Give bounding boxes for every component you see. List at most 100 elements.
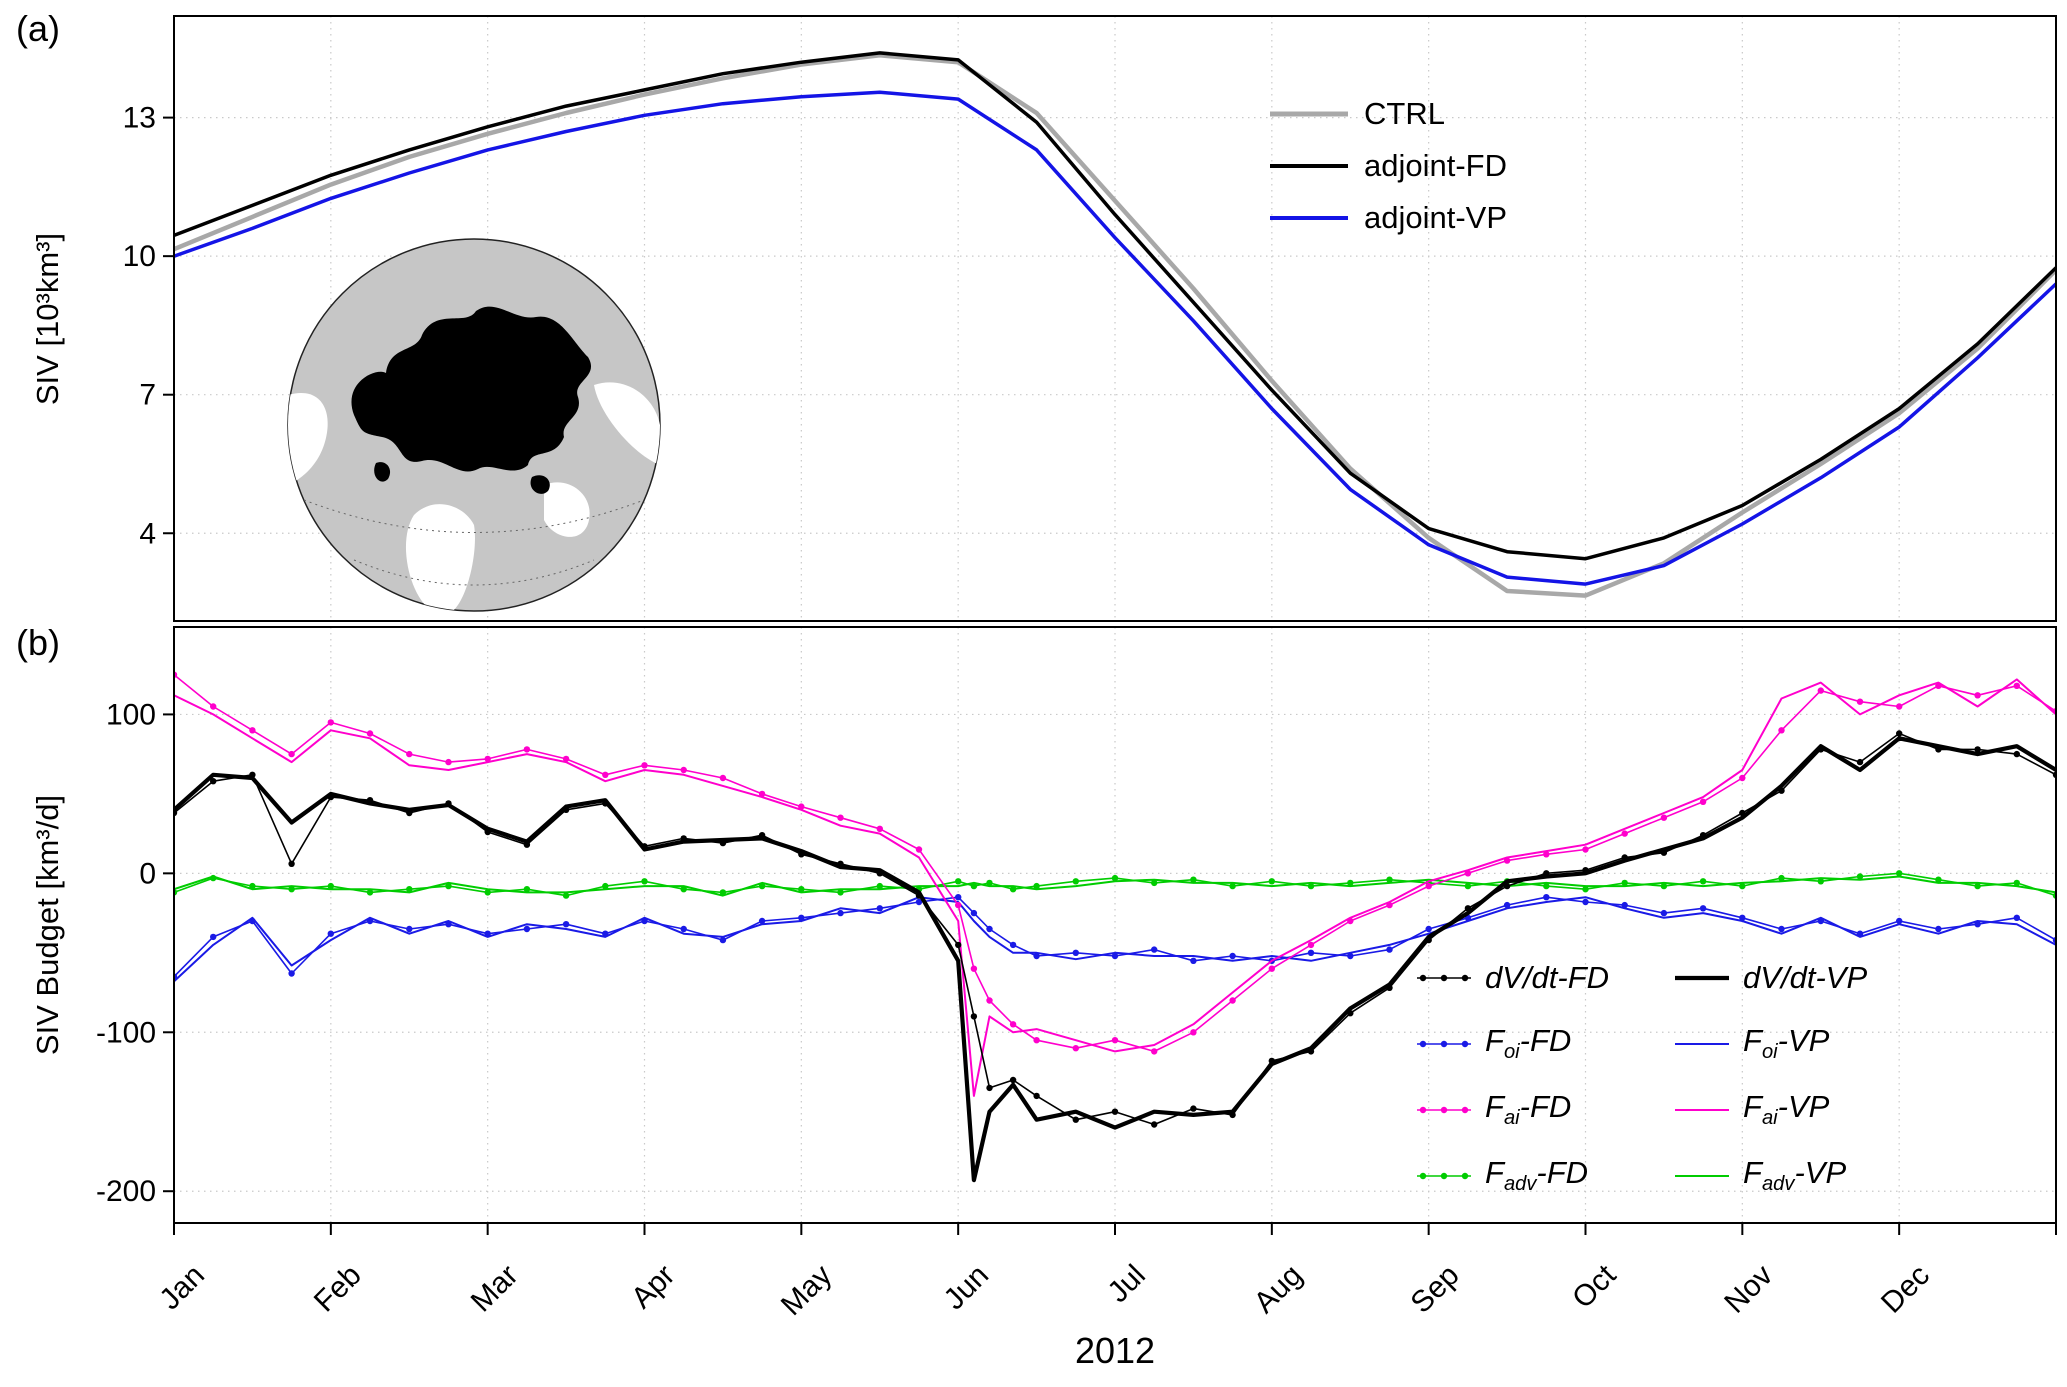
series-marker-f-ai-fd [1033, 1037, 1040, 1044]
series-marker-f-ai-fd [1151, 1048, 1158, 1055]
series-dv-dt-vp [174, 736, 2056, 1183]
x-tick-label: Oct [1566, 1258, 1623, 1315]
series-marker-f-oi-fd [1582, 898, 1589, 906]
map-sea-ice-patch [374, 462, 391, 482]
series-ctrl [174, 53, 2056, 598]
series-marker-f-oi-fd [1935, 925, 1942, 933]
series-marker-f-adv-fd [1817, 878, 1825, 885]
map-ocean-patch [544, 482, 590, 537]
series-marker-f-ai-fd [758, 790, 766, 798]
series-marker-dv-dt-fd [986, 1084, 993, 1092]
series-marker-f-adv-fd [1935, 876, 1942, 883]
y-tick-label: 0 [139, 857, 156, 890]
series-marker-f-oi-fd [523, 925, 531, 933]
series-marker-f-adv-fd [327, 882, 334, 890]
series-marker-f-adv-fd [484, 889, 491, 896]
series-marker-f-adv-fd [523, 886, 531, 893]
series-marker-f-ai-fd [2013, 682, 2021, 689]
series-marker-f-ai-fd [1009, 1021, 1017, 1028]
series-marker-dv-dt-fd [970, 1013, 978, 1020]
series-marker-f-oi-fd [758, 917, 766, 925]
series-marker-f-ai-fd [1307, 941, 1315, 949]
y-tick-label: 7 [139, 379, 156, 412]
series-marker-f-oi-fd [915, 898, 923, 906]
series-marker-f-ai-fd [484, 755, 491, 763]
series-marker-f-adv-fd [1190, 876, 1197, 883]
series-marker-f-oi-fd [210, 933, 217, 941]
legend-swatch-adjoint-fd [1270, 164, 1348, 168]
siv-legend: CTRL adjoint-FD adjoint-VP [1268, 88, 1507, 244]
x-tick-label: Jul [1101, 1259, 1151, 1309]
series-marker-f-oi-fd [1151, 946, 1158, 953]
series-marker-dv-dt-fd [1009, 1076, 1017, 1084]
series-marker-f-ai-fd [719, 774, 727, 782]
series-marker-f-adv-fd [1739, 882, 1746, 890]
series-marker-f-ai-fd [1190, 1029, 1197, 1036]
panel-a-ylabel: SIV [10³km³] [30, 232, 65, 406]
x-axis-title: 2012 [1074, 1330, 1156, 1371]
series-marker-f-oi-fd [986, 925, 993, 933]
legend-item-f-adv-fd: Fadv-FD [1415, 1143, 1609, 1209]
legend-swatch-f-adv-vp [1675, 1175, 1730, 1177]
map-ocean-patch [594, 382, 660, 465]
series-marker-f-adv-fd [1464, 882, 1472, 890]
legend-swatch-f-ai-vp [1675, 1109, 1730, 1111]
panel-a-frame [173, 15, 2057, 622]
map-sea-ice-extent [351, 306, 592, 472]
series-marker-f-oi-fd [1621, 901, 1628, 909]
series-marker-f-ai-fd [1543, 851, 1550, 858]
legend-label-ctrl: CTRL [1364, 96, 1445, 131]
series-marker-f-adv-fd [1268, 878, 1276, 885]
legend-label-dv-dt-vp: dV/dt-VP [1743, 960, 1868, 995]
series-marker-f-ai-fd [562, 755, 570, 763]
series-marker-f-adv-fd [2013, 879, 2021, 887]
series-marker-f-adv-fd [366, 889, 374, 896]
series-marker-f-ai-fd [1817, 687, 1825, 694]
legend-item-adjoint-vp: adjoint-VP [1268, 192, 1507, 244]
series-marker-f-ai-fd [1111, 1037, 1119, 1044]
budget-legend-column: dV/dt-VP Foi-VP Fai-VP Fadv-VP [1673, 945, 1867, 1209]
series-marker-f-adv-fd [1660, 882, 1668, 890]
map-sea-ice-patch [530, 475, 550, 494]
series-marker-f-ai-fd [1582, 846, 1589, 853]
series-marker-f-oi-fd [1033, 952, 1040, 960]
series-marker-f-oi-fd [1974, 921, 1981, 928]
series-marker-dv-dt-fd [1111, 1108, 1119, 1115]
series-marker-f-adv-fd [1699, 878, 1707, 885]
series-marker-f-ai-fd [1739, 774, 1746, 782]
series-marker-f-ai-fd [602, 771, 609, 778]
series-marker-f-ai-fd [1660, 814, 1668, 821]
legend-label-adjoint-fd: adjoint-FD [1364, 148, 1507, 183]
series-marker-f-oi-fd [719, 936, 727, 944]
series-marker-f-ai-fd [249, 727, 256, 734]
series-marker-f-ai-fd [1778, 727, 1785, 734]
series-marker-f-oi-fd [970, 909, 978, 917]
series-marker-f-oi-fd [1699, 905, 1707, 912]
legend-item-adjoint-fd: adjoint-FD [1268, 140, 1507, 192]
series-marker-f-adv-fd [798, 886, 805, 893]
series-marker-f-ai-fd [445, 758, 452, 766]
series-marker-dv-dt-fd [1151, 1121, 1158, 1128]
series-marker-dv-dt-fd [1033, 1092, 1040, 1100]
series-marker-f-adv-fd [1543, 882, 1550, 890]
series-marker-f-ai-fd [1896, 703, 1903, 710]
x-tick-label: Nov [1718, 1259, 1779, 1320]
series-marker-f-adv-fd [986, 879, 993, 887]
series-marker-f-ai-fd [1974, 692, 1981, 699]
series-marker-f-adv-fd [288, 886, 295, 893]
series-f-ai-vp [174, 678, 2056, 1097]
legend-label-dv-dt-fd: dV/dt-FD [1485, 960, 1610, 995]
series-marker-f-ai-fd [1699, 798, 1707, 805]
series-marker-f-oi-fd [798, 914, 805, 921]
series-marker-f-oi-fd [2013, 914, 2021, 921]
series-marker-f-adv-fd [837, 889, 844, 896]
series-marker-f-ai-fd [210, 703, 217, 710]
legend-label-f-ai-fd: Fai-FD [1485, 1089, 1572, 1130]
series-marker-f-adv-fd [1151, 879, 1158, 887]
series-marker-f-oi-fd [1660, 909, 1668, 917]
series-marker-dv-dt-fd [288, 860, 295, 867]
series-adjoint-fd [174, 51, 2056, 561]
y-tick-label: -200 [96, 1175, 156, 1208]
series-marker-dv-dt-fd [2013, 750, 2021, 758]
series-marker-dv-dt-fd [1974, 746, 1981, 753]
